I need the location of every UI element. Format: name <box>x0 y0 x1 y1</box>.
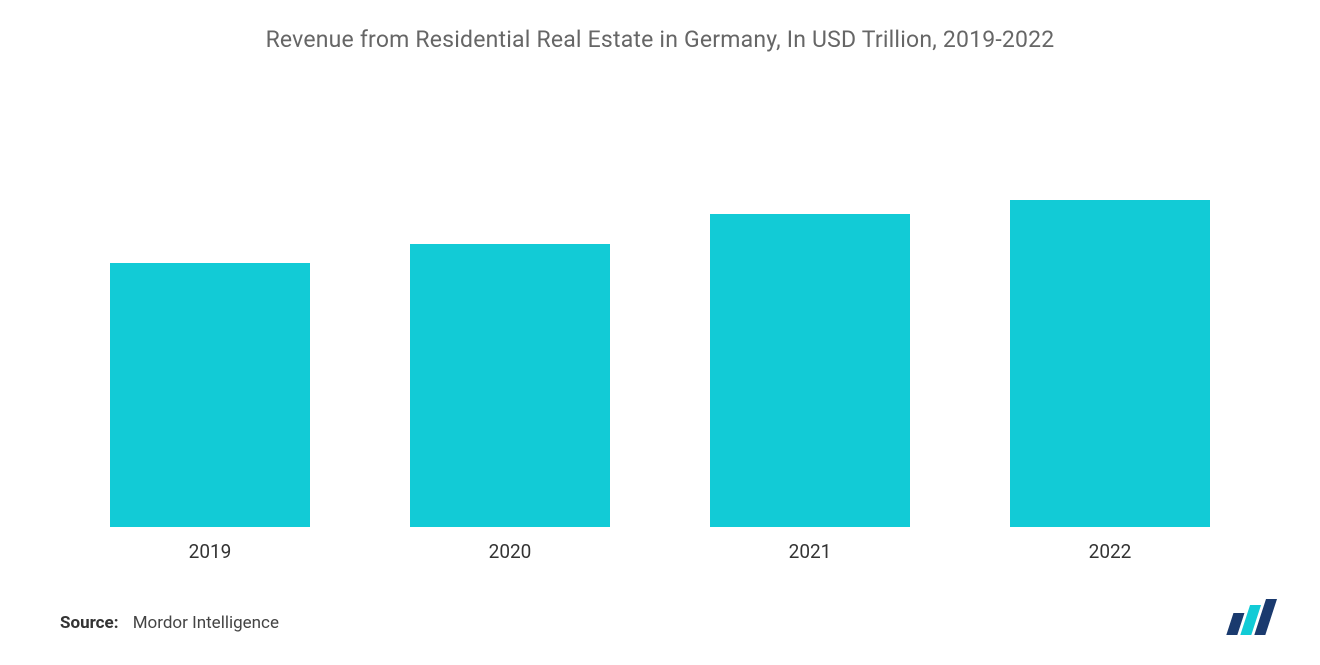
x-axis-labels: 2019202020212022 <box>60 540 1260 563</box>
brand-logo-icon <box>1220 599 1280 635</box>
bar-col <box>660 214 960 527</box>
source-name: Mordor Intelligence <box>133 613 279 633</box>
logo-bar-3 <box>1254 599 1277 635</box>
chart-container: Revenue from Residential Real Estate in … <box>0 0 1320 665</box>
bar <box>410 244 610 527</box>
bar-col <box>60 263 360 527</box>
x-axis-label: 2020 <box>360 540 660 563</box>
source-label: Source: <box>60 613 118 633</box>
x-axis-label: 2021 <box>660 540 960 563</box>
source-line: Source: Mordor Intelligence <box>60 613 279 633</box>
bar <box>110 263 310 527</box>
bar-col <box>360 244 660 527</box>
bar <box>1010 200 1210 527</box>
plot-area: 2019202020212022 <box>60 83 1260 563</box>
x-axis-label: 2019 <box>60 540 360 563</box>
x-axis-label: 2022 <box>960 540 1260 563</box>
bar <box>710 214 910 527</box>
chart-title: Revenue from Residential Real Estate in … <box>60 26 1260 53</box>
bars-row <box>60 93 1260 527</box>
bar-col <box>960 200 1260 527</box>
